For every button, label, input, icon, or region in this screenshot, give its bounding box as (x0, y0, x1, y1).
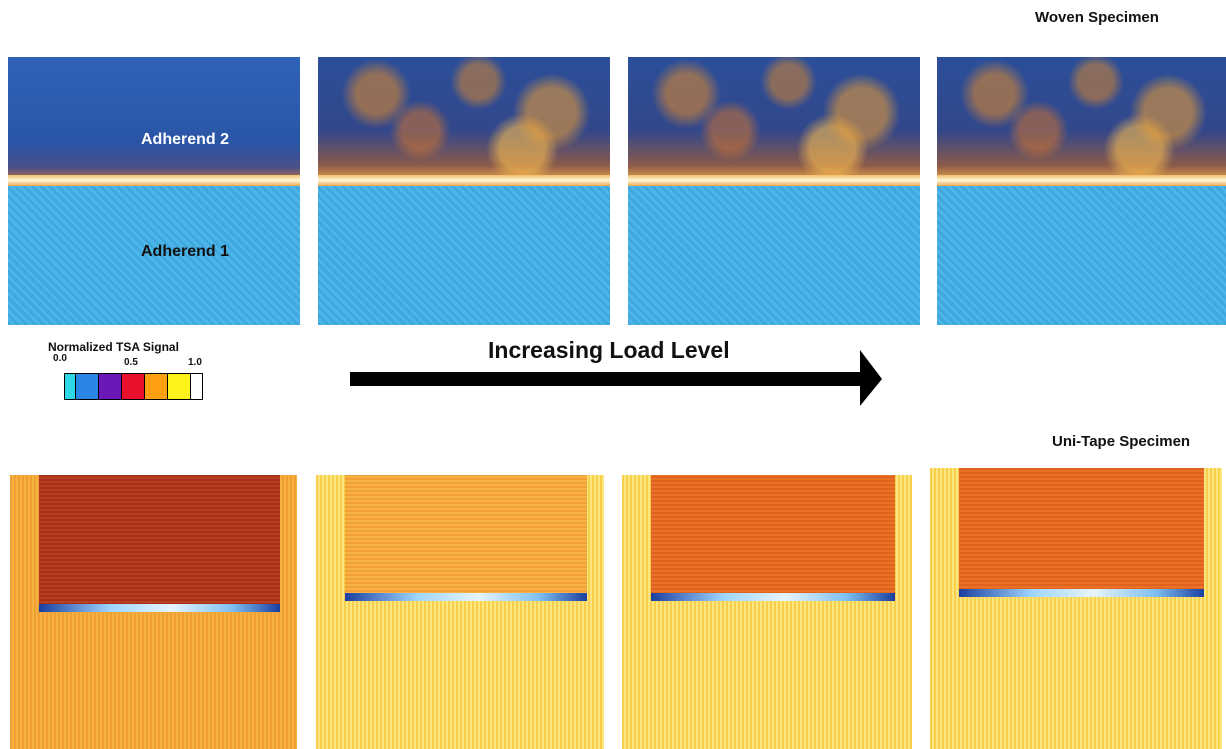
annotation: Adherend 2 (141, 131, 229, 149)
woven-image (937, 57, 1226, 325)
woven-image: Adherend 2 Adherend 1 (8, 57, 300, 325)
uni-image (316, 475, 604, 749)
uni-image (930, 468, 1222, 749)
colorbar-title: Normalized TSA Signal (48, 340, 179, 354)
uni-image (10, 475, 297, 749)
figure: {"top_label": "Woven Specimen", "bottom_… (0, 0, 1226, 749)
colorbar-tick: 0.5 (124, 357, 138, 368)
annotation: Adherend 1 (141, 243, 229, 261)
arrow-shape (350, 350, 882, 406)
colorbar-swatch (98, 373, 122, 400)
colorbar-swatch (121, 373, 145, 400)
colorbar-tick: 0.0 (53, 353, 67, 364)
colorbar-swatch (75, 373, 99, 400)
uni-label: Uni-Tape Specimen (1052, 433, 1190, 450)
woven-label: Woven Specimen (1035, 9, 1159, 26)
colorbar-tick: 1.0 (188, 357, 202, 368)
woven-image (628, 57, 920, 325)
colorbar-swatch (144, 373, 168, 400)
colorbar-swatch (190, 373, 203, 400)
arrow (350, 350, 885, 408)
colorbar-swatch (167, 373, 191, 400)
uni-image (622, 475, 912, 749)
woven-image (318, 57, 610, 325)
